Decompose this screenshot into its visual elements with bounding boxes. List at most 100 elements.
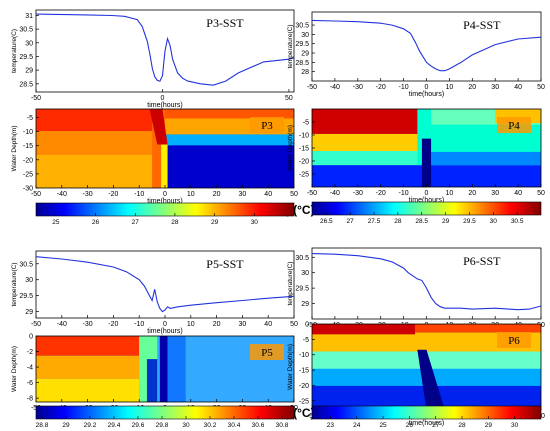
heat-field <box>312 324 416 335</box>
colorbar-tick-label: 29.2 <box>84 422 97 429</box>
y-tick-label: -20 <box>299 159 309 166</box>
y-tick-label: -10 <box>299 352 309 359</box>
heat-field <box>431 151 541 166</box>
colorbar-tick-label: 30.8 <box>276 422 289 429</box>
y-axis-label: Water Depth(m) <box>11 346 18 392</box>
x-tick-label: 50 <box>537 84 545 91</box>
heat-field <box>36 378 140 402</box>
heat-field <box>159 336 168 402</box>
panel-label-box <box>250 344 284 360</box>
x-tick-label: 50 <box>285 95 293 102</box>
y-tick-label: 28.5 <box>19 81 33 88</box>
panel-label-box <box>497 332 531 348</box>
heat-field <box>149 109 168 145</box>
y-axis-label: Water Depth(m) <box>287 125 294 171</box>
y-tick-label: 0 <box>305 322 309 329</box>
colorbar-tick-label: 29.5 <box>463 218 476 225</box>
y-tick-label: 30.5 <box>295 23 309 30</box>
colorbar-tick-label: 30.4 <box>228 422 241 429</box>
colorbar-gradient <box>35 405 295 420</box>
y-tick-label: 29.5 <box>295 286 309 293</box>
series-line <box>35 256 295 313</box>
colorbar-tick-label: 28 <box>171 219 179 226</box>
heat-field <box>312 332 541 352</box>
y-tick-label: 30.5 <box>19 261 33 268</box>
colorbar-tick-label: 29.4 <box>108 422 121 429</box>
x-tick-label: 40 <box>264 321 272 328</box>
colorbar-tick-label: 26.5 <box>320 218 333 225</box>
heat-field <box>421 138 432 187</box>
x-tick-label: -30 <box>353 190 363 197</box>
x-tick-label: -30 <box>353 84 363 91</box>
x-tick-label: -40 <box>57 321 67 328</box>
p5sst-panel: -50 -40 -30 -20 -10 0 10 20 30 40 50 29 29.5 30 30.5 ti… <box>11 250 298 335</box>
y-tick-label: 29 <box>25 68 33 75</box>
x-tick-label: 10 <box>446 190 454 197</box>
colorbar-tick-label: 27.5 <box>368 218 381 225</box>
y-tick-label: 30 <box>25 40 33 47</box>
colorbar-tick-label: 30 <box>490 218 498 225</box>
p3heat-panel: -50 -40 -30 -20 -10 0 10 20 30 40 50 -5 -10 -15 -20 -25… <box>11 108 298 205</box>
y-tick-label: -5 <box>303 337 309 344</box>
colorbar-tick-label: 25 <box>52 219 60 226</box>
colorbar-gradient <box>311 405 542 420</box>
y-tick-label: -15 <box>299 368 309 375</box>
panel-title: P3-SST <box>206 16 244 30</box>
panel-title: P6-SST <box>463 254 501 268</box>
x-tick-label: 50 <box>290 191 298 198</box>
y-tick-label: 30.5 <box>295 255 309 262</box>
y-tick-label: 29 <box>25 309 33 316</box>
x-axis-label: time(hours) <box>409 91 444 98</box>
x-tick-label: -10 <box>399 84 409 91</box>
x-tick-label: 40 <box>514 190 522 197</box>
x-axis-label: time(hours) <box>147 198 182 205</box>
cb2-colorbar: 26.5 27 27.5 28 28.5 29 29.5 30 30.5 <box>311 201 542 225</box>
heat-field <box>36 154 153 188</box>
colorbar-tick-label: 30 <box>251 219 259 226</box>
y-tick-label: 30.5 <box>19 27 33 34</box>
x-tick-label: -30 <box>83 321 93 328</box>
heat-field <box>36 109 153 132</box>
x-tick-label: -20 <box>108 321 118 328</box>
y-tick-label: 29.5 <box>295 41 309 48</box>
colorbar-tick-label: 23 <box>327 422 335 429</box>
y-tick-label: -5 <box>303 120 309 127</box>
heat-field <box>161 144 168 188</box>
x-tick-label: 40 <box>514 84 522 91</box>
y-axis-label: temperature(C) <box>11 262 18 306</box>
y-axis-label: Water Depth(m) <box>11 126 18 172</box>
colorbar-tick-label: 29.8 <box>156 422 169 429</box>
plot-frame <box>35 9 295 93</box>
x-tick-label: -50 <box>31 321 41 328</box>
y-tick-label: 30 <box>301 270 309 277</box>
colorbar-tick-label: 28 <box>394 218 402 225</box>
cb1-colorbar: 25 26 27 28 29 30 <box>35 202 295 226</box>
y-tick-label: -8 <box>27 396 33 403</box>
y-tick-label: 0 <box>29 334 33 341</box>
x-tick-label: 30 <box>491 190 499 197</box>
colorbar-gradient <box>35 202 295 217</box>
colorbar-tick-label: 28.5 <box>415 218 428 225</box>
heat-field <box>312 109 418 134</box>
y-tick-label: -4 <box>27 365 33 372</box>
colorbar-tick-label: 29 <box>442 218 450 225</box>
colorbar-tick-label: 30 <box>511 422 519 429</box>
y-tick-label: 30 <box>25 277 33 284</box>
cb4-colorbar: 23 24 25 26 27 28 29 30 <box>311 405 542 429</box>
x-tick-label: -50 <box>31 191 41 198</box>
colorbar-tick-label: 27 <box>132 219 140 226</box>
x-tick-label: 0 <box>161 95 165 102</box>
series-line <box>311 253 542 311</box>
y-axis-label: Water Depth(m) <box>287 344 294 390</box>
colorbar-tick-label: 26 <box>92 219 100 226</box>
y-tick-label: 29.5 <box>19 54 33 61</box>
heat-field <box>146 359 158 402</box>
x-tick-label: 20 <box>468 84 476 91</box>
x-tick-label: -10 <box>399 190 409 197</box>
heat-field <box>165 109 294 119</box>
x-tick-label: 10 <box>187 191 195 198</box>
heat-field <box>36 336 140 356</box>
colorbar-tick-label: 24 <box>353 422 361 429</box>
x-tick-label: -40 <box>330 84 340 91</box>
y-tick-label: -10 <box>299 133 309 140</box>
